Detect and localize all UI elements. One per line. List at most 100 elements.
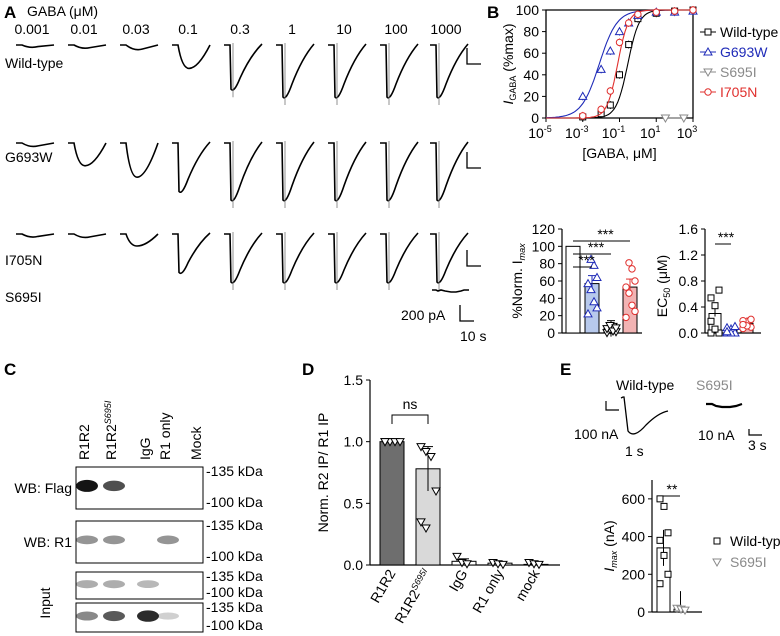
oocyte-s695i-scale-t: 3 s [748,437,767,453]
data-point [664,570,672,578]
current-trace [224,141,263,202]
fit-curve [546,9,693,119]
x-tick-label: 10-3 [565,124,589,141]
lane-label: Mock [188,426,204,460]
current-trace [380,43,419,99]
blot-band [157,535,179,545]
conc-label: 0.01 [70,21,97,37]
x-tick-label: 10-5 [528,124,552,141]
sig-bracket [391,414,429,424]
current-trace [16,233,55,238]
scale-bar-g693w [466,152,481,169]
kda-marker: -100 kDa [206,494,263,510]
panel-label-a: A [4,3,16,22]
ylabel-main: EC [654,298,670,317]
bar [565,245,581,334]
lane-label-main: R1R2 [103,424,119,460]
row-label-i705n: I705N [5,252,42,268]
data-point [416,443,426,452]
blot-band [76,479,98,492]
x-tick-exp: 3 [692,124,697,134]
ylabel-rest: (μM) [654,255,670,288]
data-point [711,302,719,310]
lane-label: R1R2 [76,424,92,460]
oocyte-wt-trace [620,396,669,435]
current-trace [120,44,159,51]
oocyte-s695i-trace [706,402,743,409]
ylabel-sub: GABA [508,76,518,101]
x-tick-label: R1 only [469,567,507,616]
oocyte-wt-scale-t: 1 s [625,443,644,459]
kda-marker: -135 kDa [206,463,263,479]
blot-box [75,571,204,600]
blot-band [103,480,125,492]
blot-band [103,535,125,545]
data-point [380,438,390,447]
scale-current-label: 200 pA [401,307,446,323]
y-tick-label: 20 [523,88,539,104]
legend-label: Wild-type [720,24,779,40]
scale-bar-s695i [459,305,474,322]
legend-label: Wild-type [730,533,780,549]
data-point [656,495,664,503]
y-axis-label: EC50 (μM) [654,255,672,317]
data-point [583,278,593,288]
oocyte-wt-label: Wild-type [616,377,675,393]
conc-label: 1 [288,21,296,37]
oocyte-s695i-label: S695I [696,377,733,393]
data-point [614,26,625,36]
oocyte-wt-scale [605,401,619,411]
x-tick-label: 10-1 [602,124,626,141]
data-point [579,112,587,120]
data-point [596,64,606,73]
data-point [452,552,462,562]
y-tick-label: 1.6 [679,221,699,237]
panel-label-e: E [560,360,571,379]
data-point [592,302,602,312]
data-point [577,91,588,100]
data-point [597,105,605,114]
current-trace [68,44,107,49]
data-point [395,438,405,447]
data-point [707,294,715,302]
row-label-s695i: S695I [5,289,42,305]
panel-label-d: D [302,360,314,379]
data-point [707,317,715,325]
current-trace [430,141,469,202]
data-point [631,277,639,285]
row-label-wild-type: Wild-type [5,55,64,71]
data-point [660,502,668,510]
data-point [589,296,599,306]
y-axis-label: Imax (nA) [601,520,619,571]
current-trace [172,141,211,193]
current-trace [328,232,367,284]
data-point [605,322,615,331]
kda-marker: -100 kDa [206,584,263,600]
current-trace [380,141,419,202]
data-point [616,71,623,79]
y-tick-label: 80 [539,256,555,272]
fit-curve [546,9,693,119]
oocyte-s695i-scale-i: 10 nA [698,427,735,443]
data-point [678,114,689,124]
data-point [730,321,740,330]
x-tick-exp: -1 [617,124,625,134]
data-point [615,38,624,47]
lane-label: IgG [137,437,153,460]
plot-frame [545,9,694,119]
data-point [652,8,660,16]
current-trace [172,44,211,70]
current-trace [224,43,263,91]
data-point [611,324,621,333]
data-point [462,560,472,569]
y-tick-label: 1.0 [344,434,364,450]
x-tick-label: mock [512,566,543,604]
data-point [421,448,431,457]
current-trace [120,233,159,247]
y-tick-label: 100 [532,238,556,254]
blot-band [76,535,98,545]
data-point [586,254,596,263]
data-point [534,560,544,570]
current-trace [120,142,159,179]
